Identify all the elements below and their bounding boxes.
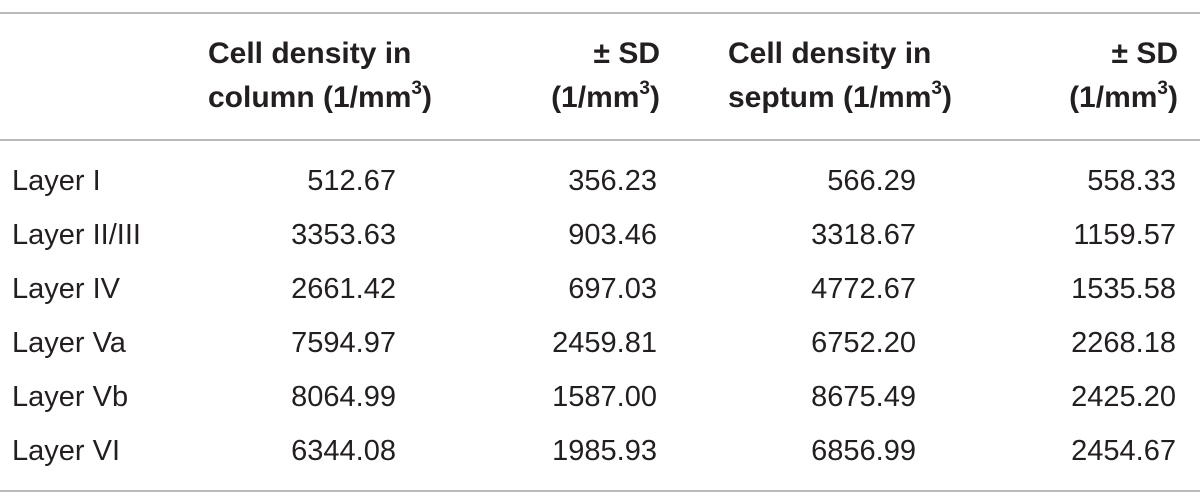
header-line: column (1/mm3) — [208, 78, 432, 114]
row-label: Layer I — [12, 165, 101, 197]
cell-column-sd: 2459.81 — [552, 327, 657, 359]
cell-septum-sd: 558.33 — [1087, 165, 1176, 197]
cell-septum-sd: 2268.18 — [1071, 327, 1176, 359]
cell-septum-density: 8675.49 — [811, 381, 916, 413]
header-line: (1/mm3) — [1069, 78, 1178, 114]
table-bottom-rule — [0, 490, 1200, 492]
cell-septum-sd: 2454.67 — [1071, 435, 1176, 467]
cell-column-density: 6344.08 — [291, 435, 396, 467]
table-row: Layer I 512.67 356.23 566.29 558.33 — [0, 154, 1200, 208]
cell-column-density: 7594.97 — [291, 327, 396, 359]
header-line: Cell density in — [208, 37, 412, 70]
cell-septum-sd: 1535.58 — [1071, 273, 1176, 305]
cell-septum-density: 3318.67 — [811, 219, 916, 251]
cell-septum-density: 566.29 — [827, 165, 916, 197]
cell-column-density: 512.67 — [307, 165, 396, 197]
header-column-sd: ± SD (1/mm3) — [510, 32, 660, 120]
row-label: Layer VI — [12, 435, 120, 467]
cell-column-sd: 356.23 — [568, 165, 657, 197]
table-row: Layer Va 7594.97 2459.81 6752.20 2268.18 — [0, 316, 1200, 370]
header-line: (1/mm3) — [551, 78, 660, 114]
cell-column-sd: 697.03 — [568, 273, 657, 305]
header-septum-density: Cell density in septum (1/mm3) — [728, 32, 998, 120]
cell-column-sd: 1985.93 — [552, 435, 657, 467]
cell-column-density: 2661.42 — [291, 273, 396, 305]
header-column-density: Cell density in column (1/mm3) — [208, 32, 478, 120]
cell-septum-density: 6752.20 — [811, 327, 916, 359]
header-line: ± SD — [593, 37, 660, 70]
row-label: Layer Vb — [12, 381, 129, 413]
row-label: Layer II/III — [12, 219, 141, 251]
header-line: Cell density in — [728, 37, 932, 70]
cell-septum-sd: 2425.20 — [1071, 381, 1176, 413]
cell-column-sd: 903.46 — [568, 219, 657, 251]
cell-column-sd: 1587.00 — [552, 381, 657, 413]
table-row: Layer Vb 8064.99 1587.00 8675.49 2425.20 — [0, 370, 1200, 424]
table-top-rule — [0, 12, 1200, 14]
cell-septum-density: 6856.99 — [811, 435, 916, 467]
header-septum-sd: ± SD (1/mm3) — [1030, 32, 1178, 120]
header-line: septum (1/mm3) — [728, 78, 952, 114]
table-body: Layer I 512.67 356.23 566.29 558.33 Laye… — [0, 154, 1200, 478]
cell-column-density: 3353.63 — [291, 219, 396, 251]
header-divider-rule — [0, 139, 1200, 141]
cell-septum-density: 4772.67 — [811, 273, 916, 305]
header-line: ± SD — [1111, 37, 1178, 70]
cell-septum-sd: 1159.57 — [1073, 219, 1176, 251]
table-row: Layer II/III 3353.63 903.46 3318.67 1159… — [0, 208, 1200, 262]
cell-column-density: 8064.99 — [291, 381, 396, 413]
row-label: Layer Va — [12, 327, 126, 359]
table-row: Layer IV 2661.42 697.03 4772.67 1535.58 — [0, 262, 1200, 316]
table-row: Layer VI 6344.08 1985.93 6856.99 2454.67 — [0, 424, 1200, 478]
row-label: Layer IV — [12, 273, 120, 305]
